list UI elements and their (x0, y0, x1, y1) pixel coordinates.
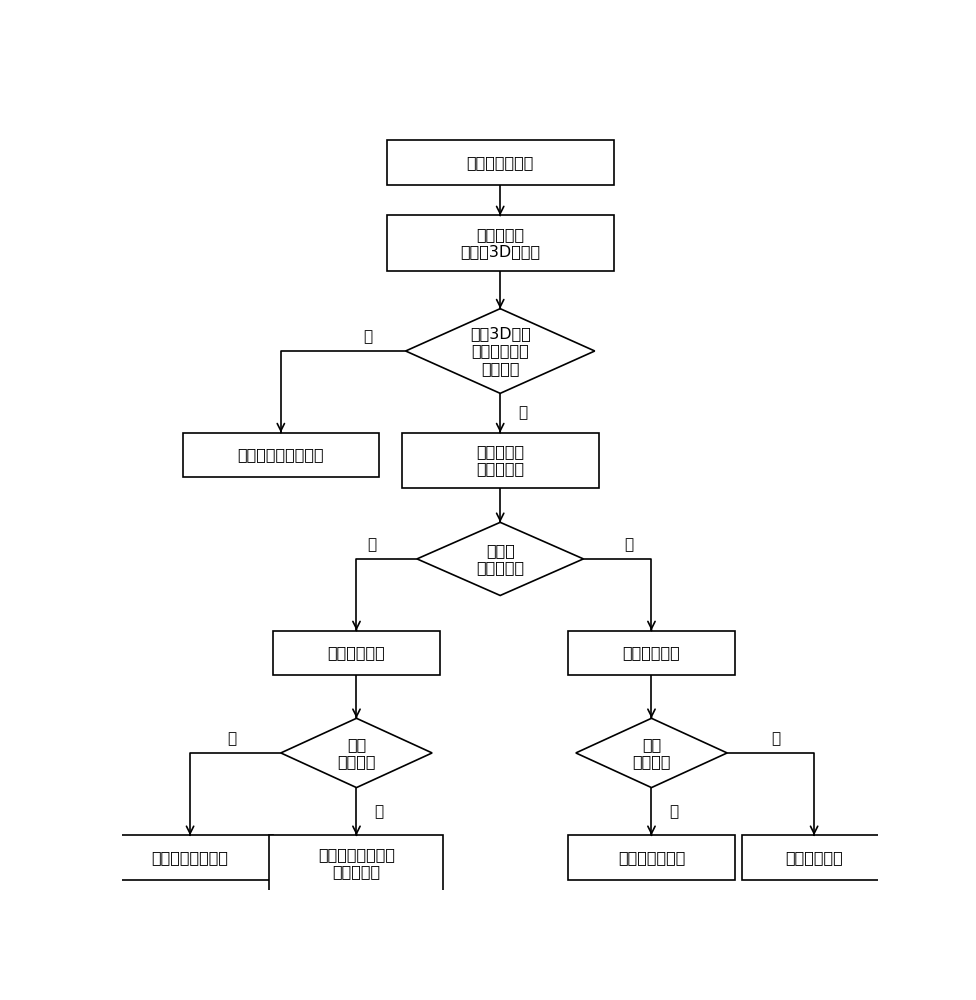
Polygon shape (417, 522, 584, 595)
Polygon shape (406, 309, 594, 393)
Text: 获得深度图信息: 获得深度图信息 (467, 155, 534, 170)
Bar (568, 835, 735, 880)
Text: 绕开障碍并提醒行
人注意安全: 绕开障碍并提醒行 人注意安全 (318, 847, 395, 879)
Bar (386, 215, 614, 271)
Text: 是: 是 (375, 804, 384, 819)
Text: 路径
是否通行: 路径 是否通行 (632, 737, 671, 769)
Text: 解算深度图
对应的3D点云图: 解算深度图 对应的3D点云图 (460, 227, 541, 259)
Text: 是: 是 (518, 405, 527, 420)
Bar (107, 835, 273, 880)
Text: 否: 否 (227, 732, 236, 747)
Bar (269, 835, 443, 891)
Bar (568, 631, 735, 675)
Bar (273, 631, 439, 675)
Text: 计算通行路径: 计算通行路径 (623, 645, 680, 660)
Text: 绕开障碍物前行: 绕开障碍物前行 (618, 850, 685, 865)
Text: 检测3D点云
图判断障碍物
是否存在: 检测3D点云 图判断障碍物 是否存在 (469, 326, 531, 376)
Polygon shape (576, 718, 727, 788)
Text: 路径
是否通行: 路径 是否通行 (338, 737, 376, 769)
Text: 计算通行路径: 计算通行路径 (328, 645, 386, 660)
Bar (402, 433, 598, 488)
Bar (183, 433, 379, 477)
Polygon shape (281, 718, 432, 788)
Text: 否: 否 (625, 538, 633, 553)
Text: 提示行人可否避让: 提示行人可否避让 (151, 850, 228, 865)
Text: 按全局规划路径前行: 按全局规划路径前行 (237, 447, 324, 462)
Text: 停止前行等待: 停止前行等待 (786, 850, 843, 865)
Text: 基于深度图
障碍物识别: 基于深度图 障碍物识别 (476, 444, 524, 477)
Bar (386, 140, 614, 185)
Text: 否: 否 (363, 330, 373, 345)
Text: 否: 否 (772, 732, 781, 747)
Text: 是: 是 (367, 538, 376, 553)
Bar (743, 835, 886, 880)
Text: 障碍物
是否为行人: 障碍物 是否为行人 (476, 543, 524, 575)
Text: 是: 是 (670, 804, 678, 819)
